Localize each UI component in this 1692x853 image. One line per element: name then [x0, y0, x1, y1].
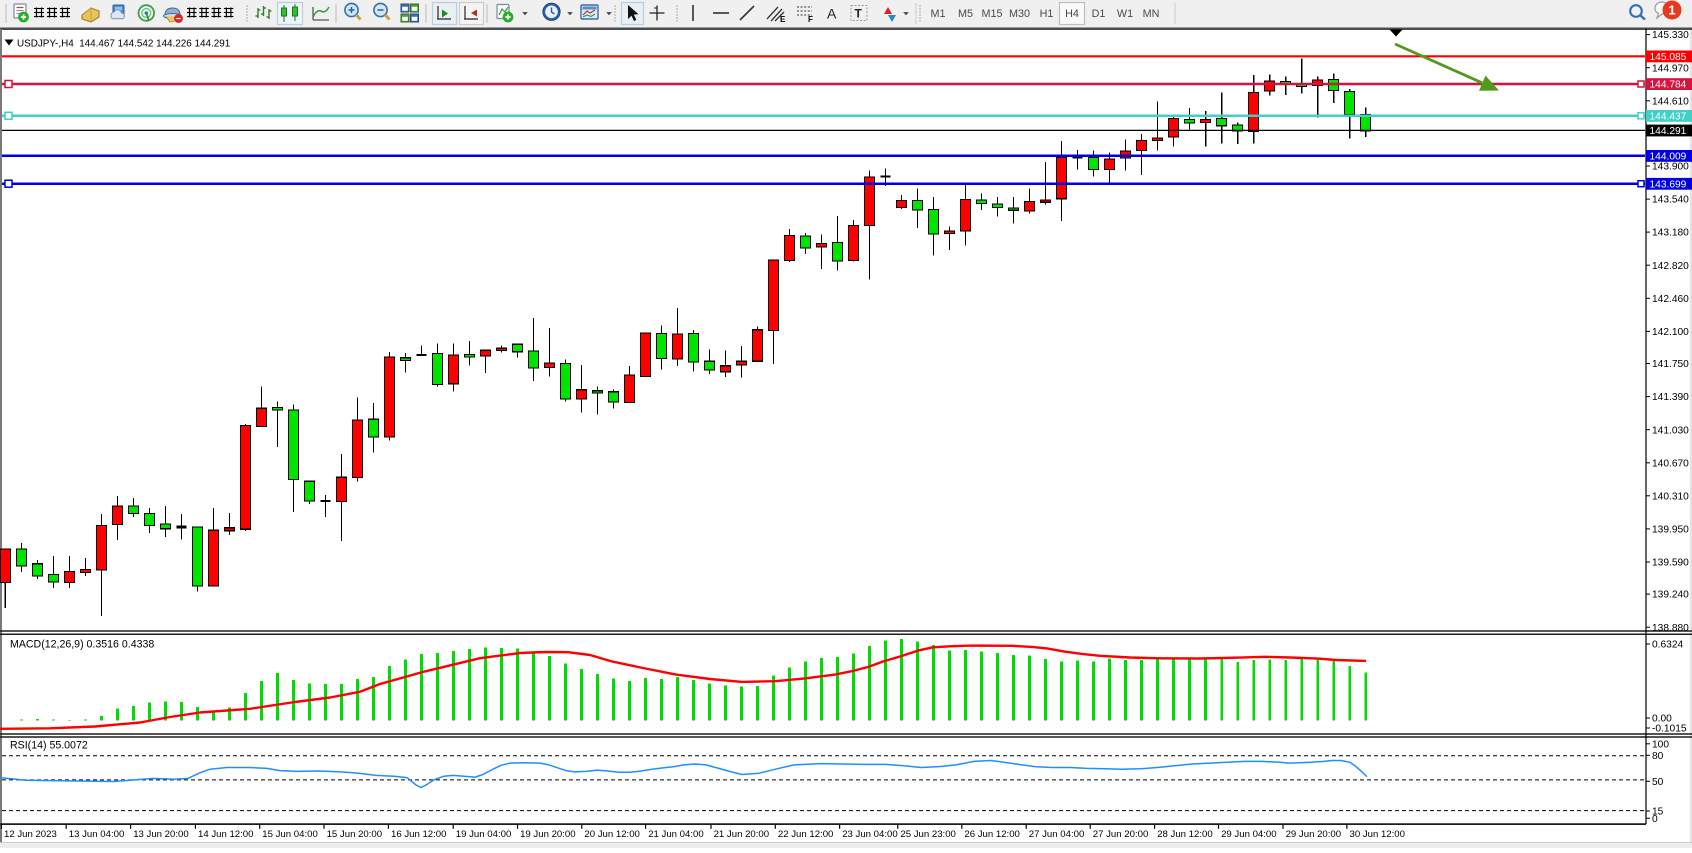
svg-text:144.610: 144.610 — [1652, 96, 1689, 107]
svg-text:142.100: 142.100 — [1652, 327, 1689, 338]
svg-text:30 Jun 12:00: 30 Jun 12:00 — [1350, 829, 1405, 840]
svg-text:26 Jun 12:00: 26 Jun 12:00 — [964, 829, 1019, 840]
svg-text:143.900: 143.900 — [1652, 162, 1689, 173]
svg-text:25 Jun 23:00: 25 Jun 23:00 — [900, 829, 955, 840]
svg-text:50: 50 — [1652, 777, 1664, 788]
svg-text:H4: H4 — [1065, 8, 1079, 20]
svg-text:143.699: 143.699 — [1650, 179, 1687, 190]
svg-text:MN: MN — [1143, 8, 1160, 20]
svg-text:USDJPY-,H4 144.467 144.542 14: USDJPY-,H4 144.467 144.542 144.226 144.2… — [17, 39, 231, 50]
svg-text:1: 1 — [1668, 3, 1675, 18]
svg-text:139.950: 139.950 — [1652, 525, 1689, 536]
svg-text:142.820: 142.820 — [1652, 261, 1689, 272]
svg-text:14 Jun 12:00: 14 Jun 12:00 — [198, 829, 253, 840]
svg-text:RSI(14) 55.0072: RSI(14) 55.0072 — [10, 740, 88, 752]
svg-text:MACD(12,26,9) 0.3516 0.4338: MACD(12,26,9) 0.3516 0.4338 — [10, 639, 154, 651]
svg-text:23 Jun 04:00: 23 Jun 04:00 — [842, 829, 897, 840]
svg-text:16 Jun 12:00: 16 Jun 12:00 — [391, 829, 446, 840]
svg-text:21 Jun 04:00: 21 Jun 04:00 — [648, 829, 703, 840]
svg-text:E: E — [780, 15, 786, 24]
svg-text:D1: D1 — [1092, 8, 1106, 20]
svg-text:144.970: 144.970 — [1652, 63, 1689, 74]
svg-text:143.540: 143.540 — [1652, 195, 1689, 206]
svg-text:-0.1015: -0.1015 — [1652, 724, 1687, 735]
svg-text:142.460: 142.460 — [1652, 294, 1689, 305]
svg-text:27 Jun 20:00: 27 Jun 20:00 — [1093, 829, 1148, 840]
svg-text:13 Jun 04:00: 13 Jun 04:00 — [69, 829, 124, 840]
svg-text:13 Jun 20:00: 13 Jun 20:00 — [133, 829, 188, 840]
svg-text:29 Jun 20:00: 29 Jun 20:00 — [1286, 829, 1341, 840]
svg-text:144.291: 144.291 — [1650, 126, 1687, 137]
svg-text:W1: W1 — [1117, 8, 1133, 20]
svg-text:19 Jun 20:00: 19 Jun 20:00 — [520, 829, 575, 840]
svg-text:12 Jun 2023: 12 Jun 2023 — [4, 829, 57, 840]
svg-text:M30: M30 — [1009, 8, 1030, 20]
svg-text:140.310: 140.310 — [1652, 491, 1689, 502]
svg-text:145.085: 145.085 — [1650, 52, 1687, 63]
svg-text:139.240: 139.240 — [1652, 590, 1689, 601]
svg-text:141.750: 141.750 — [1652, 359, 1689, 370]
svg-text:144.009: 144.009 — [1650, 152, 1687, 163]
svg-text:15 Jun 04:00: 15 Jun 04:00 — [262, 829, 317, 840]
svg-text:141.390: 141.390 — [1652, 392, 1689, 403]
svg-text:29 Jun 04:00: 29 Jun 04:00 — [1221, 829, 1276, 840]
svg-text:M5: M5 — [958, 8, 973, 20]
svg-text:80: 80 — [1652, 751, 1664, 762]
svg-text:M15: M15 — [981, 8, 1002, 20]
svg-text:19 Jun 04:00: 19 Jun 04:00 — [456, 829, 511, 840]
svg-text:22 Jun 12:00: 22 Jun 12:00 — [778, 829, 833, 840]
svg-text:145.330: 145.330 — [1652, 30, 1689, 41]
svg-text:A: A — [827, 6, 837, 22]
svg-text:20 Jun 12:00: 20 Jun 12:00 — [584, 829, 639, 840]
svg-text:M1: M1 — [931, 8, 946, 20]
svg-text:143.180: 143.180 — [1652, 228, 1689, 239]
svg-text:140.670: 140.670 — [1652, 458, 1689, 469]
svg-text:28 Jun 12:00: 28 Jun 12:00 — [1157, 829, 1212, 840]
svg-text:H1: H1 — [1040, 8, 1054, 20]
svg-text:141.030: 141.030 — [1652, 425, 1689, 436]
svg-text:144.784: 144.784 — [1650, 80, 1687, 91]
svg-text:T: T — [855, 7, 863, 21]
svg-text:F: F — [808, 15, 813, 24]
svg-text:0.6324: 0.6324 — [1652, 640, 1683, 651]
svg-text:144.437: 144.437 — [1650, 112, 1687, 123]
svg-text:21 Jun 20:00: 21 Jun 20:00 — [714, 829, 769, 840]
svg-text:139.590: 139.590 — [1652, 558, 1689, 569]
svg-text:100: 100 — [1652, 739, 1669, 750]
svg-text:15 Jun 20:00: 15 Jun 20:00 — [327, 829, 382, 840]
svg-text:27 Jun 04:00: 27 Jun 04:00 — [1029, 829, 1084, 840]
svg-text:138.880: 138.880 — [1652, 623, 1689, 634]
svg-text:0: 0 — [1652, 814, 1658, 825]
